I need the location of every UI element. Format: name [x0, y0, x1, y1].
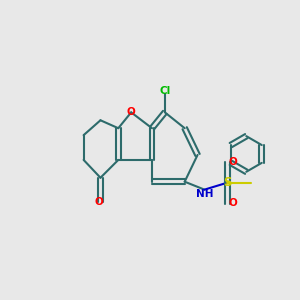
Text: NH: NH	[196, 189, 213, 199]
Text: O: O	[228, 199, 237, 208]
Text: O: O	[127, 107, 136, 117]
Text: O: O	[94, 196, 103, 206]
Text: Cl: Cl	[160, 85, 171, 96]
Text: S: S	[223, 176, 232, 189]
Text: O: O	[228, 157, 237, 167]
